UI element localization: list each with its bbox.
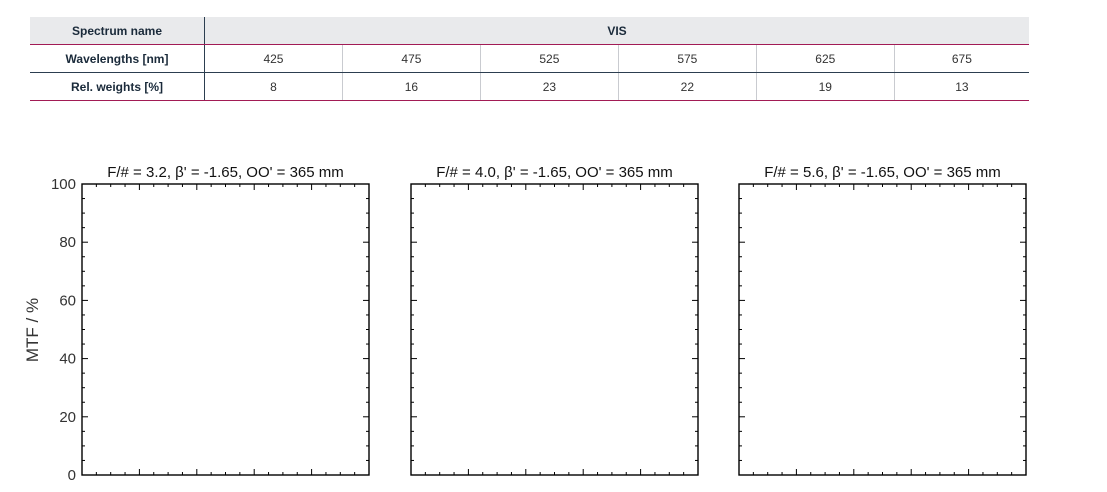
weights-row: Rel. weights [%] 8 16 23 22 19 13 [30, 72, 1029, 101]
y-tick-label: 40 [59, 351, 76, 368]
plot-ticks [82, 184, 369, 475]
wavelengths-label: Wavelengths [nm] [30, 44, 205, 73]
spectrum-name-label: Spectrum name [30, 17, 205, 45]
mtf-panel-3: F/# = 5.6, β' = -1.65, OO' = 365 mm [738, 164, 1027, 476]
wavelengths-row: Wavelengths [nm] 425 475 525 575 625 675 [30, 44, 1029, 73]
panel-title: F/# = 5.6, β' = -1.65, OO' = 365 mm [764, 164, 1001, 181]
y-tick-label: 80 [59, 234, 76, 251]
wavelength-cell: 625 [755, 44, 895, 73]
mtf-panel-1: F/# = 3.2, β' = -1.65, OO' = 365 mm [81, 164, 370, 476]
wavelength-cell: 575 [617, 44, 757, 73]
weights-label: Rel. weights [%] [30, 72, 205, 101]
y-tick-label: 60 [59, 292, 76, 309]
y-axis: MTF / % 0 20 40 60 80 100 [23, 176, 76, 484]
wavelength-cell: 425 [204, 44, 343, 73]
mtf-panel-2: F/# = 4.0, β' = -1.65, OO' = 365 mm [410, 164, 699, 476]
plot-ticks [411, 184, 698, 475]
spectrum-name-row: Spectrum name VIS [30, 17, 1029, 45]
panel-title: F/# = 4.0, β' = -1.65, OO' = 365 mm [436, 164, 673, 181]
wavelength-cell: 675 [893, 44, 1029, 73]
wavelength-cell: 525 [479, 44, 619, 73]
weight-cell: 23 [479, 72, 619, 101]
weight-cell: 8 [204, 72, 343, 101]
y-tick-label: 20 [59, 409, 76, 426]
spectrum-table: Spectrum name VIS Wavelengths [nm] 425 4… [30, 17, 1029, 101]
panel-title: F/# = 3.2, β' = -1.65, OO' = 365 mm [107, 164, 344, 181]
plot-ticks [739, 184, 1026, 475]
wavelength-cell: 475 [341, 44, 481, 73]
plot-frame [410, 183, 699, 476]
plot-frame [81, 183, 370, 476]
weight-cell: 19 [755, 72, 895, 101]
mtf-panels: F/# = 3.2, β' = -1.65, OO' = 365 mm F/# =… [81, 164, 1027, 476]
mtf-chart: MTF / % 0 20 40 60 80 100 F/# = 3.2, β' = -1.… [23, 164, 1027, 484]
weight-cell: 13 [893, 72, 1029, 101]
y-tick-label: 100 [51, 176, 76, 193]
y-axis-label: MTF / % [23, 298, 42, 362]
weight-cell: 16 [341, 72, 481, 101]
y-tick-label: 0 [68, 467, 76, 484]
weight-cell: 22 [617, 72, 757, 101]
spectrum-name-value: VIS [204, 17, 1029, 45]
plot-frame [738, 183, 1027, 476]
